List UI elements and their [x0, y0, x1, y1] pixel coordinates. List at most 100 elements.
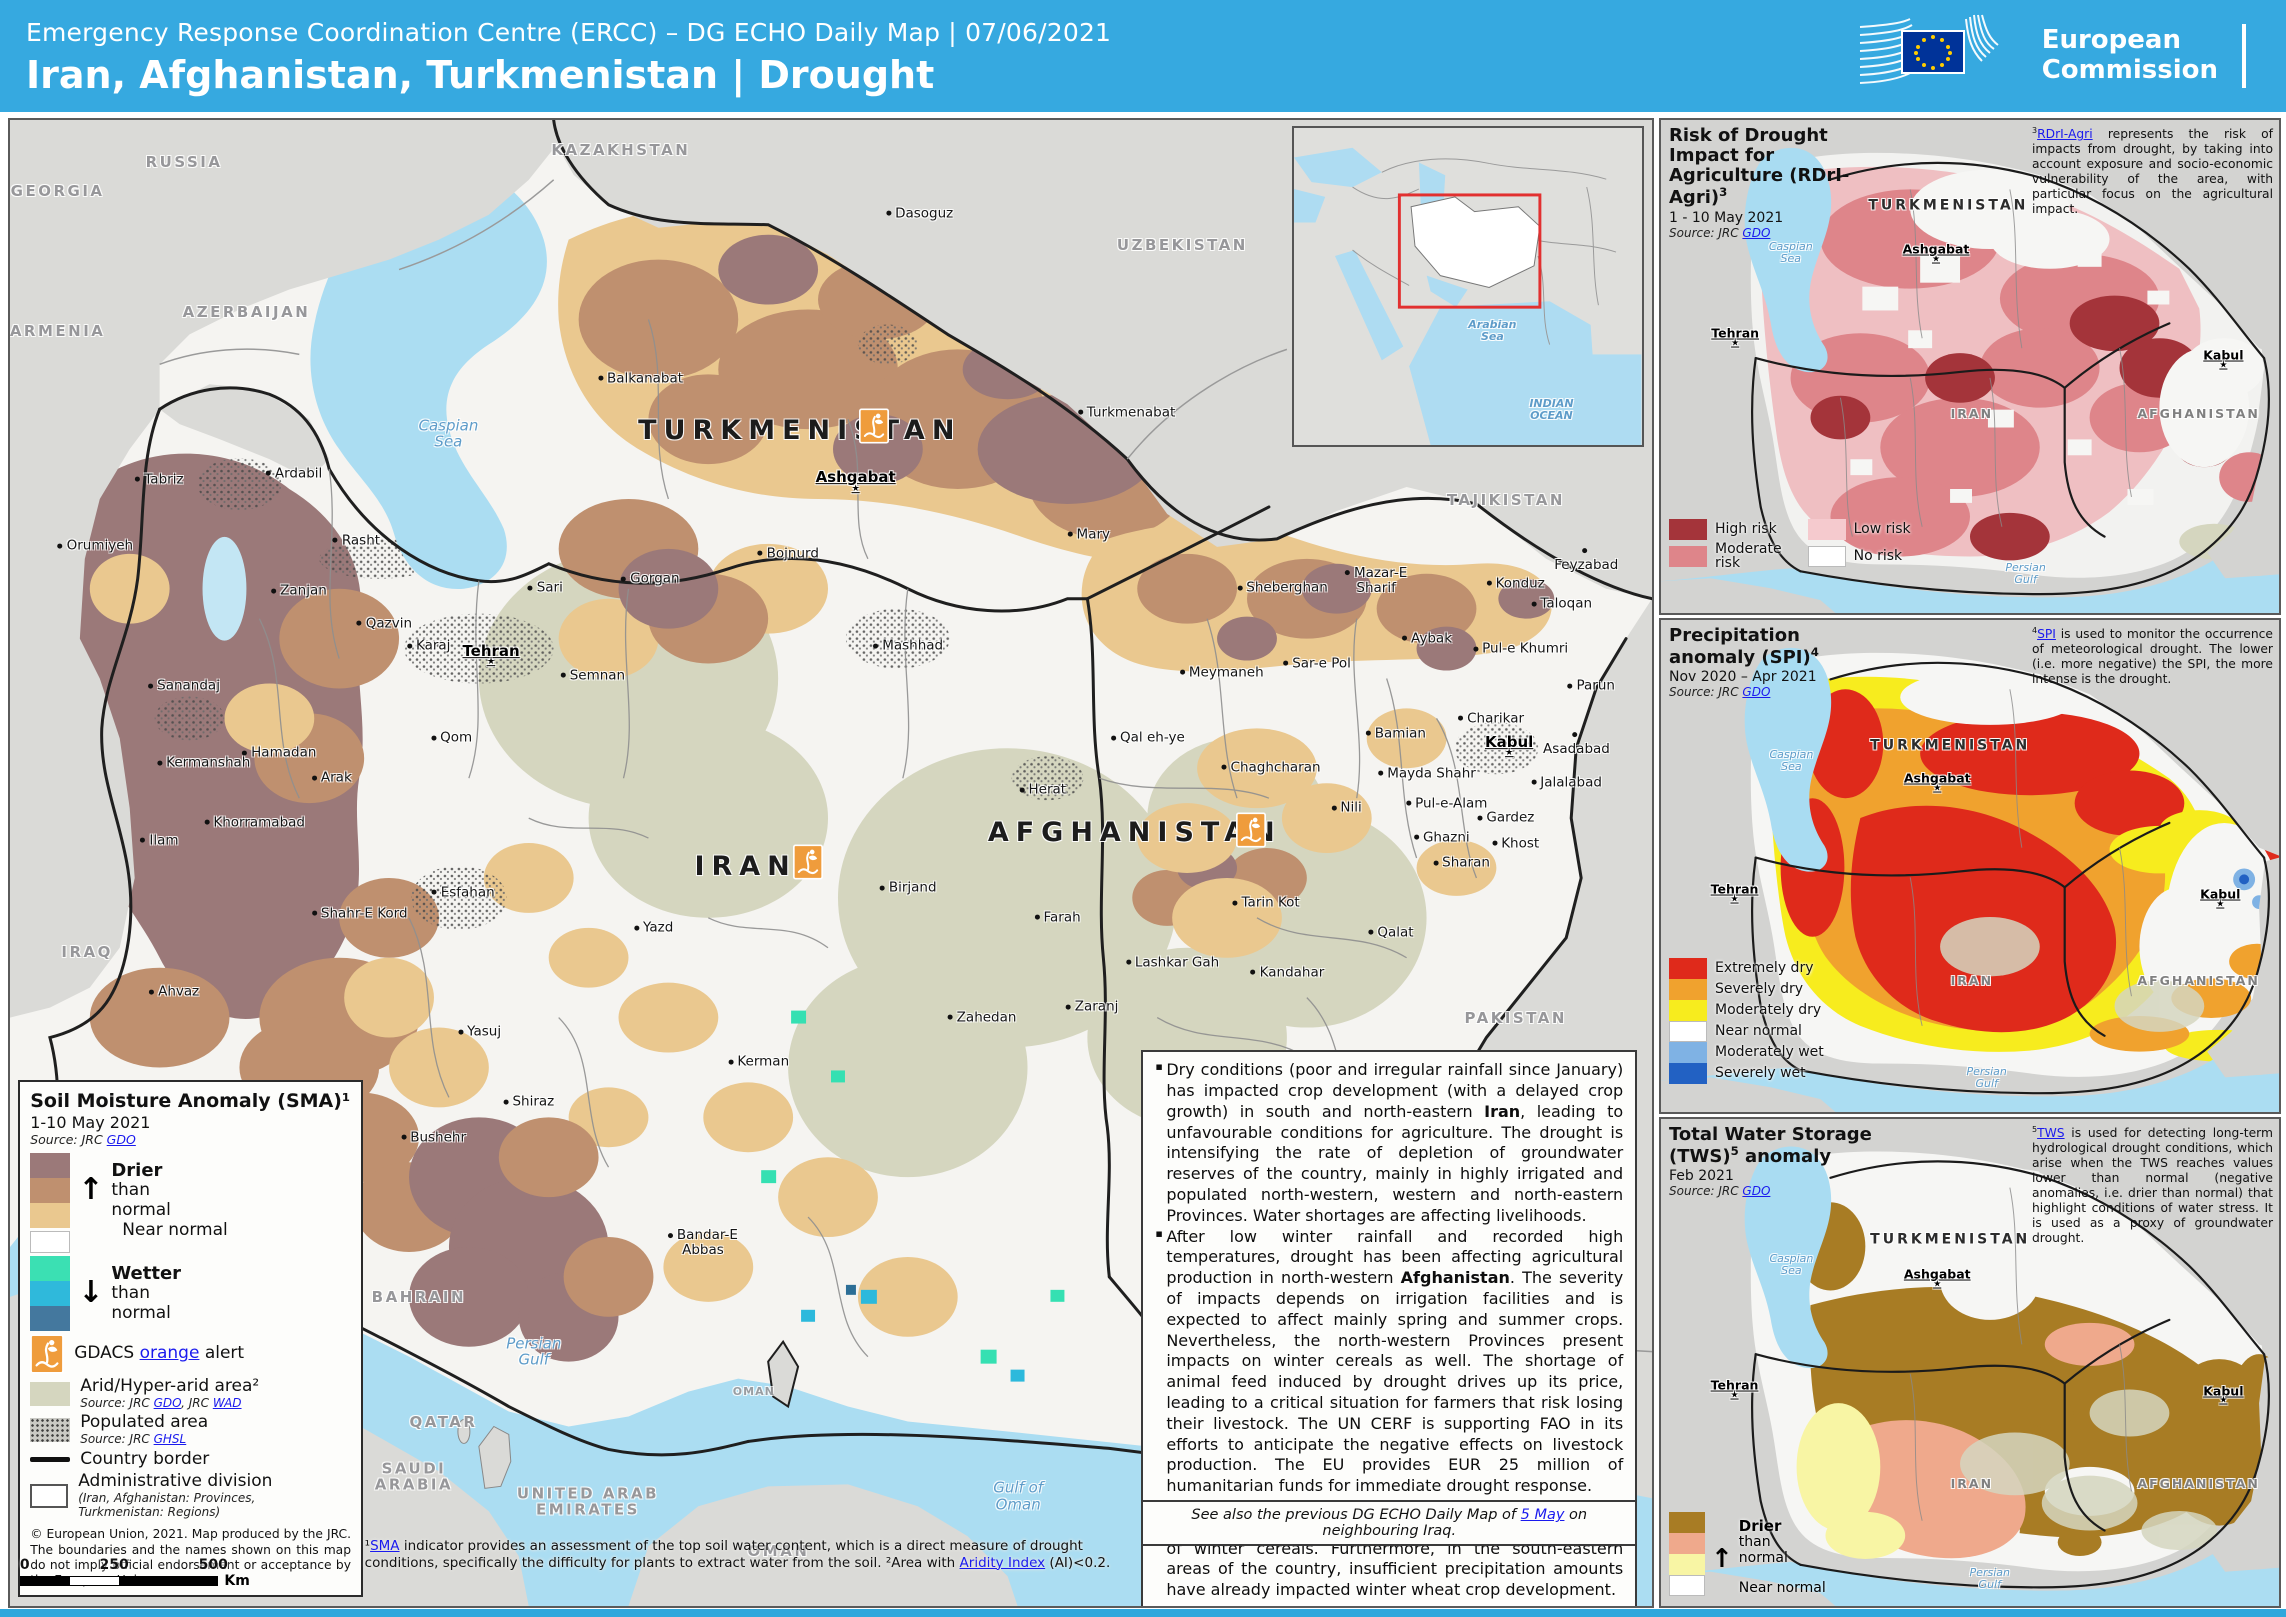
country-label: PAKISTAN — [1464, 1008, 1567, 1027]
rdri-header: Risk of Drought Impact for Agriculture (… — [1669, 125, 1884, 240]
city-label: Mayda Shahr — [1378, 766, 1476, 781]
city-label: Lashkar Gah — [1125, 955, 1219, 970]
sma-legend: Soil Moisture Anomaly (SMA)¹ 1-10 May 20… — [18, 1079, 364, 1597]
ec-logo-line2: Commission — [2041, 55, 2218, 85]
country-border-sample — [30, 1456, 71, 1462]
city-label: Karaj — [406, 638, 450, 654]
legend-label: Moderate risk — [1715, 540, 1782, 572]
city-label: Sari — [527, 580, 563, 596]
inline-link[interactable]: FAO — [1330, 1605, 1358, 1606]
country-label: TURKMENISTAN — [1868, 197, 2029, 214]
legend-label: Low risk — [1853, 520, 1911, 537]
admin-division-sub: (Iran, Afghanistan: Provinces, Turkmenis… — [78, 1490, 256, 1519]
tws-legend: ↑ Drier than normal Near normal — [1669, 1512, 1826, 1596]
swatch-populated — [30, 1417, 71, 1442]
city-label: Pul-e Khumri — [1473, 641, 1568, 657]
city-label: Sheberghan — [1237, 580, 1328, 596]
city-label: Sar-e Pol — [1283, 656, 1351, 671]
city-label: Gardez — [1477, 811, 1534, 826]
inline-link[interactable]: SPI — [2037, 627, 2056, 642]
legend-label: No risk — [1853, 547, 1903, 564]
city-label: Shiraz — [503, 1094, 554, 1110]
capital-label: Tehran ★ — [1710, 881, 1759, 905]
populated-label: Populated area — [80, 1412, 209, 1433]
rdri-date: 1 - 10 May 2021 — [1669, 209, 1784, 226]
inline-link[interactable]: RDrI-Agri — [2037, 127, 2093, 142]
city-label: Bamian — [1365, 726, 1426, 741]
legend-label: Extremely dry — [1715, 960, 1814, 977]
country-label-focus: IRAN — [694, 851, 797, 883]
ec-logo-line1: European — [2041, 25, 2181, 56]
spi-map-art — [1661, 620, 2279, 1112]
legend-item: Severely wet — [1669, 1063, 1824, 1084]
water-label: INDIAN OCEAN — [1529, 396, 1574, 423]
legend-item: High risk — [1669, 518, 1782, 540]
sma-border-row: Country border — [30, 1448, 351, 1470]
city-label: Tarin Kot — [1232, 895, 1300, 911]
water-label: Persian Gulf — [2005, 560, 2046, 586]
inline-link[interactable]: WAD — [212, 1395, 242, 1410]
panel-tws: TURKMENISTAN Ashgabat ★ Tehran ★ Kabul ★ IRAN AF… — [1659, 1117, 2281, 1608]
city-label: Mazar-E Sharif — [1344, 565, 1407, 596]
ec-flag-icon — [1859, 14, 1999, 84]
admin-division-sample — [30, 1483, 69, 1508]
legend-item: No risk — [1807, 542, 1911, 571]
legend-item: Near normal — [1669, 1021, 1824, 1042]
inline-link[interactable]: GDO — [153, 1395, 182, 1410]
country-label: OMAN — [747, 1541, 810, 1560]
spi-title: Precipitation anomaly (SPI)4 — [1669, 625, 1819, 669]
inline-link[interactable]: GeoGlam — [1556, 1605, 1623, 1606]
sma-gdacs-row: GDACS orange alert — [30, 1334, 351, 1374]
city-label: Ghazni — [1413, 830, 1470, 845]
country-label: TURKMENISTAN — [1870, 1231, 2031, 1248]
header-subtitle: Emergency Response Coordination Centre (… — [26, 17, 1112, 47]
inline-link[interactable]: Global Protection Cluster — [1367, 1605, 1547, 1606]
key-messages-source: Source: JRC GDO, FAO, Global Protection … — [1155, 1605, 1624, 1606]
city-label: Bushehr — [401, 1130, 466, 1145]
inline-link[interactable]: SMA — [370, 1537, 400, 1554]
city-label: Orumiyeh — [57, 539, 133, 554]
swatch-tws-1 — [1669, 1512, 1705, 1533]
inline-link[interactable]: 5 May — [1520, 1507, 1565, 1524]
city-label: Gorgan — [621, 571, 680, 587]
city-label: Sanandaj — [148, 678, 220, 694]
gdacs-alert-icon — [30, 1334, 64, 1374]
water-label: Caspian Sea — [1768, 240, 1813, 266]
inline-link[interactable]: GDO — [1742, 1184, 1771, 1199]
rdri-note: 3RDrI-Agri represents the risk of impact… — [2031, 126, 2273, 217]
capital-label: Kabul ★ — [2200, 886, 2241, 910]
country-border-label: Country border — [80, 1448, 210, 1469]
inline-link[interactable]: GDO — [1742, 685, 1771, 700]
tws-near-normal-label: Near normal — [1738, 1580, 1826, 1596]
legend-label: Severely wet — [1715, 1065, 1806, 1082]
wetter-label: Wetter — [111, 1262, 182, 1284]
tws-title: Total Water Storage (TWS)5 anomaly — [1669, 1124, 1872, 1168]
inline-link[interactable]: GHSL — [153, 1431, 187, 1446]
sma-populated-row: Populated area Source: JRC GHSL — [30, 1413, 351, 1446]
tws-source: Source: JRC GDO — [1669, 1184, 1771, 1199]
city-label: Dasoguz — [886, 206, 953, 221]
capital-label: Kabul ★ — [1484, 732, 1534, 759]
inline-link[interactable]: GDO — [106, 1131, 136, 1147]
water-label: Arabian Sea — [1468, 317, 1517, 343]
spi-date: Nov 2020 – Apr 2021 — [1669, 669, 1817, 686]
capital-label: Ashgabat ★ — [1902, 241, 1970, 265]
tws-header: Total Water Storage (TWS)5 anomaly Feb 2… — [1669, 1124, 1884, 1199]
country-label: AFGHANISTAN — [2137, 405, 2260, 421]
water-label: Caspian Sea — [418, 416, 479, 451]
country-label: SAUDI ARABIA — [374, 1459, 454, 1494]
inline-link[interactable]: GDO — [1287, 1605, 1320, 1606]
inline-link[interactable]: TWS — [2037, 1126, 2065, 1141]
gdacs-alert-icon — [793, 844, 823, 880]
city-label: Chaghcharan — [1221, 760, 1321, 775]
rdri-legend: High risk Moderate risk Low risk No risk — [1669, 518, 1911, 572]
spi-header: Precipitation anomaly (SPI)4 Nov 2020 – … — [1669, 625, 1884, 700]
arrow-down-icon: ↓ — [78, 1275, 104, 1311]
city-label: Qalat — [1368, 925, 1414, 940]
inline-link[interactable]: GDO — [1742, 225, 1771, 240]
inline-link[interactable]: orange — [139, 1343, 200, 1364]
sma-legend-title: Soil Moisture Anomaly (SMA)¹ — [30, 1089, 351, 1112]
arid-source: Source: JRC GDO, JRC WAD — [80, 1395, 242, 1410]
country-label: AFGHANISTAN — [2137, 972, 2260, 988]
inline-link[interactable]: Aridity Index — [959, 1554, 1046, 1571]
